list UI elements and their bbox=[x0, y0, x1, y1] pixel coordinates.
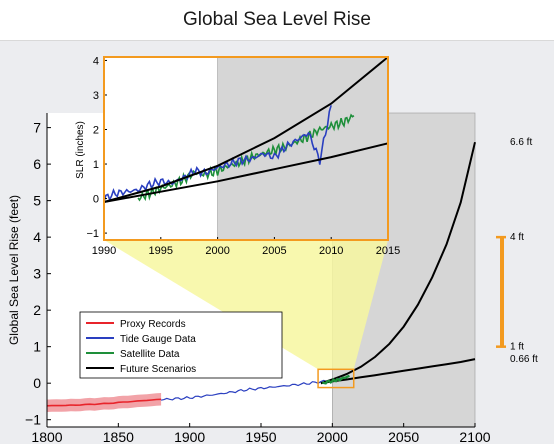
inset-y-axis-label: SLR (inches) bbox=[75, 121, 86, 179]
zoom-highlight-wedge bbox=[104, 240, 388, 370]
y-tick-label: 7 bbox=[33, 120, 41, 136]
proxy-records-line bbox=[46, 398, 162, 407]
satellite-data-line bbox=[321, 374, 350, 385]
inset-y-tick-label: −1 bbox=[86, 228, 99, 240]
inset-x-tick-label: 2015 bbox=[376, 245, 400, 257]
right-annotation-label: 4 ft bbox=[510, 232, 524, 243]
legend-label: Satellite Data bbox=[120, 349, 180, 360]
chart-title: Global Sea Level Rise bbox=[183, 9, 371, 30]
future-low-scenario-line bbox=[320, 358, 476, 385]
inset-y-tick-label: 0 bbox=[93, 194, 99, 206]
x-tick-label: 2100 bbox=[459, 429, 490, 444]
future-high-scenario-line bbox=[320, 141, 476, 385]
zoom-source-box bbox=[317, 368, 355, 389]
inset-y-tick-label: 1 bbox=[93, 159, 99, 171]
y-tick-label: 3 bbox=[33, 266, 41, 282]
inset-y-tick-label: 2 bbox=[93, 125, 99, 137]
inset-x-tick-label: 2000 bbox=[205, 245, 229, 257]
inset-x-tick-label: 1995 bbox=[149, 245, 173, 257]
x-tick-label: 1850 bbox=[103, 429, 134, 444]
right-annotation-label: 1 ft bbox=[510, 342, 524, 353]
legend-label: Tide Gauge Data bbox=[120, 334, 196, 345]
inset-x-tick-label: 2005 bbox=[262, 245, 286, 257]
x-tick-label: 2000 bbox=[317, 429, 348, 444]
x-tick-label: 2050 bbox=[388, 429, 419, 444]
x-tick-label: 1900 bbox=[174, 429, 205, 444]
right-annotation-label: 0.66 ft bbox=[510, 354, 538, 365]
y-axis-label: Global Sea Level Rise (feet) bbox=[7, 195, 21, 345]
inset-x-tick-label: 1990 bbox=[92, 245, 116, 257]
inset-future-high-line bbox=[103, 56, 389, 203]
inset-frame bbox=[103, 56, 389, 241]
proxy-uncertainty-band bbox=[47, 393, 162, 412]
y-tick-label: 1 bbox=[33, 339, 41, 355]
x-tick-label: 1950 bbox=[245, 429, 276, 444]
inset-y-tick-label: 4 bbox=[93, 55, 99, 67]
title-bar: Global Sea Level Rise bbox=[0, 0, 554, 41]
inset-tide-gauge-line bbox=[103, 105, 332, 202]
y-tick-label: −1 bbox=[25, 412, 41, 428]
legend-label: Future Scenarios bbox=[120, 364, 196, 375]
inset-x-tick-label: 2010 bbox=[319, 245, 343, 257]
y-tick-label: 6 bbox=[33, 156, 41, 172]
y-tick-label: 2 bbox=[33, 302, 41, 318]
legend-label: Proxy Records bbox=[120, 319, 186, 330]
right-annotation-label: 6.6 ft bbox=[510, 137, 532, 148]
y-tick-label: 4 bbox=[33, 229, 41, 245]
x-tick-label: 1800 bbox=[31, 429, 62, 444]
y-tick-label: 5 bbox=[33, 193, 41, 209]
y-tick-label: 0 bbox=[33, 375, 41, 391]
inset-future-low-line bbox=[103, 142, 389, 203]
inset-y-tick-label: 3 bbox=[93, 90, 99, 102]
